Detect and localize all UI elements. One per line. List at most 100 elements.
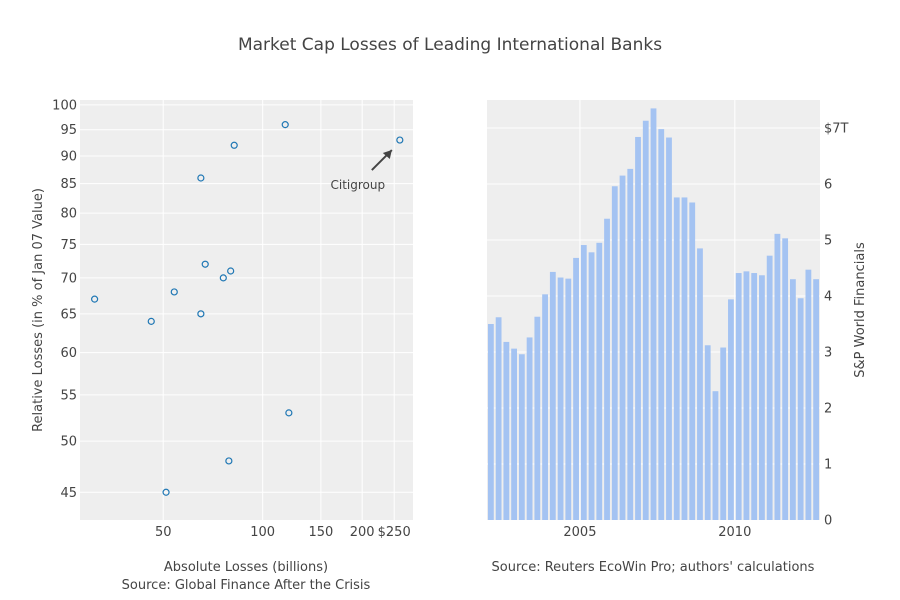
scatter-x-tick-label: 100: [250, 525, 275, 540]
scatter-point: [197, 174, 205, 182]
scatter-y-tick-label: 50: [60, 435, 77, 450]
annotation-arrow-head: [382, 150, 392, 160]
bar: [619, 175, 626, 520]
bar: [743, 271, 750, 520]
scatter-y-tick-label: 80: [60, 207, 77, 222]
bar: [534, 316, 541, 520]
bar: [789, 279, 796, 520]
scatter-point: [197, 310, 205, 318]
scatter-point: [201, 260, 209, 268]
scatter-y-tick-label: 85: [60, 177, 77, 192]
bar: [774, 233, 781, 520]
bar: [503, 341, 510, 520]
scatter-y-tick-label: 75: [60, 238, 77, 253]
bar: [596, 242, 603, 521]
scatter-x-tick-label: 50: [155, 525, 172, 540]
bar: [766, 255, 773, 520]
bar: [712, 391, 719, 520]
bar: [635, 136, 641, 520]
bar-y-tick-label: 2: [824, 402, 832, 417]
bar: [658, 129, 665, 520]
scatter-point: [162, 488, 170, 496]
bar: [751, 273, 758, 520]
bar: [805, 269, 812, 520]
bar: [518, 354, 525, 520]
bar-x-tick-label: 2010: [718, 525, 751, 540]
scatter-y-tick-label: 60: [60, 346, 77, 361]
bar: [580, 245, 587, 521]
scatter-point: [147, 317, 155, 325]
scatter-y-tick-labels: 45 50 55 60 65 70 75 80 85 90 95 100: [52, 98, 77, 500]
scatter-y-tick-label: 90: [60, 149, 77, 164]
bar-y-tick-label: 4: [824, 290, 832, 305]
bar: [704, 345, 711, 520]
bar: [782, 238, 789, 520]
bar: [565, 278, 572, 520]
scatter-plot: 50 100 150 200 $250 45 50 55 60 65 70 75 80 85 90 95 10…: [31, 98, 413, 593]
bar: [542, 294, 548, 520]
bar-y-tick-label: 3: [824, 346, 832, 361]
scatter-x-source: Source: Global Finance After the Crisis: [122, 578, 371, 593]
scatter-gridlines: [80, 100, 413, 520]
bar: [681, 197, 688, 520]
bar: [487, 324, 494, 520]
bar: [666, 137, 672, 520]
bar-x-source: Source: Reuters EcoWin Pro; authors' cal…: [492, 560, 815, 575]
bar: [642, 120, 649, 520]
bar: [495, 317, 502, 520]
scatter-point: [227, 267, 235, 275]
scatter-y-tick-label: 55: [60, 388, 77, 403]
scatter-point: [285, 409, 293, 417]
chart-title: Market Cap Losses of Leading Internation…: [238, 35, 662, 55]
scatter-y-tick-label: 95: [60, 123, 77, 138]
bar: [588, 252, 595, 520]
scatter-point: [230, 141, 238, 149]
bar-y-tick-labels: 0 1 2 3 4 5 6 $7T: [824, 122, 849, 529]
bar: [735, 273, 742, 520]
scatter-point: [281, 121, 289, 129]
bar-y-tick-label: 0: [824, 514, 832, 529]
bar-y-axis-title: S&P World Financials: [853, 242, 868, 378]
scatter-annotations: Citigroup: [331, 149, 393, 192]
bar-x-tick-label: 2005: [563, 525, 596, 540]
scatter-point: [170, 288, 178, 296]
bar: [689, 202, 696, 521]
bar: [728, 299, 734, 520]
bar-series: [487, 108, 820, 521]
scatter-points: [91, 121, 404, 496]
bar: [549, 271, 556, 520]
annotation-label: Citigroup: [331, 178, 386, 192]
scatter-x-tick-label: $250: [378, 525, 411, 540]
bar: [759, 275, 765, 520]
bar: [650, 108, 657, 521]
bar: [557, 277, 564, 520]
scatter-y-tick-label: 70: [60, 271, 77, 286]
scatter-point: [91, 295, 99, 303]
scatter-x-tick-label: 150: [308, 525, 333, 540]
bar: [604, 218, 610, 520]
scatter-y-tick-label: 100: [52, 98, 77, 113]
bar: [573, 257, 579, 520]
scatter-point: [225, 457, 233, 465]
bar: [673, 197, 680, 520]
bar: [627, 168, 634, 520]
bar: [813, 279, 820, 520]
scatter-x-tick-labels: 50 100 150 200 $250: [155, 525, 411, 540]
bar: [697, 248, 703, 520]
bar-y-tick-label: 1: [824, 458, 832, 473]
bar: [526, 337, 533, 520]
scatter-x-tick-label: 200: [350, 525, 375, 540]
bar-x-tick-labels: 2005 2010: [563, 525, 751, 540]
bar-chart: 2005 2010 0 1 2 3 4 5 6 $7T S&P World Financials…: [487, 100, 868, 575]
bar: [511, 348, 518, 520]
scatter-y-axis-title: Relative Losses (in % of Jan 07 Value): [31, 188, 46, 432]
scatter-point: [396, 136, 404, 144]
scatter-point: [219, 274, 227, 282]
scatter-plot-area: [80, 100, 413, 520]
bar-y-tick-label: 6: [824, 178, 832, 193]
scatter-y-tick-label: 65: [60, 307, 77, 322]
bar: [611, 186, 618, 521]
scatter-y-tick-label: 45: [60, 486, 77, 501]
scatter-x-axis-title: Absolute Losses (billions): [164, 560, 328, 575]
